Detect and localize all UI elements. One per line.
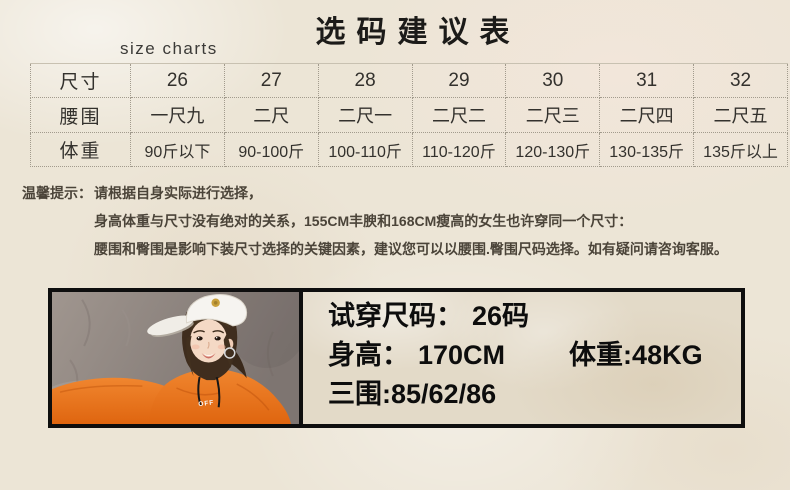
tips-line: 腰围和臀围是影响下装尺寸选择的关键因素，建议您可以以腰围.臀围尺码选择。如有疑问… (94, 241, 728, 257)
size-cell: 27 (223, 63, 319, 98)
waist-cell: 二尺 (223, 97, 319, 133)
measurements-label: 三围: (328, 379, 391, 409)
hoodie-print-text: OFF (198, 399, 215, 408)
weight-cell: 120-130斤 (505, 132, 601, 167)
hoodie-sleeve (52, 377, 181, 424)
table-row-waist: 腰围 一尺九 二尺 二尺一 二尺二 二尺三 二尺四 二尺五 (30, 97, 788, 133)
waist-cell: 一尺九 (130, 97, 225, 133)
height-weight-line: 身高： 170CM 体重: 48KG (328, 336, 741, 375)
weight-label: 体重: (569, 340, 633, 370)
weight-cell: 90-100斤 (223, 132, 319, 167)
weight-cell: 100-110斤 (317, 132, 413, 167)
size-cell: 30 (505, 63, 601, 98)
tips-line: 请根据自身实际进行选择， (94, 185, 262, 201)
tips-line: 身高体重与尺寸没有绝对的关系，155CM丰腴和168CM瘦高的女生也许穿同一个尺… (94, 213, 633, 229)
size-cell: 29 (411, 63, 507, 98)
weight-cell: 110-120斤 (411, 132, 507, 167)
cap-crown (185, 293, 248, 327)
model-illustration: OFF (52, 292, 299, 424)
cap-brim (147, 315, 194, 336)
tips-section: 温馨提示： 请根据自身实际进行选择， 身高体重与尺寸没有绝对的关系，155CM丰… (22, 179, 778, 263)
row-label-size: 尺寸 (30, 63, 131, 98)
row-label-waist: 腰围 (30, 97, 131, 133)
fit-size-value: 26码 (472, 301, 530, 331)
waist-cell: 二尺二 (411, 97, 507, 133)
earring (223, 347, 236, 359)
size-cell: 28 (317, 63, 413, 98)
model-photo: OFF (52, 292, 303, 424)
waist-cell: 二尺三 (505, 97, 601, 133)
size-cell: 26 (130, 63, 225, 98)
tips-lines: 请根据自身实际进行选择， 身高体重与尺寸没有绝对的关系，155CM丰腴和168C… (94, 179, 728, 263)
table-row-weight: 体重 90斤以下 90-100斤 100-110斤 110-120斤 120-1… (30, 132, 788, 167)
weight-cell: 135斤以上 (693, 132, 788, 167)
model-fit-info: 试穿尺码： 26码 身高： 170CM 体重: 48KG 三围: 85/62/8… (303, 292, 741, 424)
hoodie-drawstring (215, 376, 221, 408)
waist-cell: 二尺五 (693, 97, 788, 133)
size-table: 尺寸 26 27 28 29 30 31 32 腰围 一尺九 二尺 二尺一 二尺… (30, 63, 788, 167)
height-value: 170CM (418, 340, 506, 370)
fit-size-line: 试穿尺码： 26码 (328, 297, 741, 336)
row-label-weight: 体重 (30, 132, 131, 167)
weight-cell: 130-135斤 (599, 132, 695, 167)
measurements-value: 85/62/86 (391, 379, 497, 409)
tips-label: 温馨提示： (22, 185, 92, 201)
weight-value: 48KG (632, 340, 703, 370)
page-title: 选码建议表 (315, 16, 521, 49)
table-row-size: 尺寸 26 27 28 29 30 31 32 (30, 63, 788, 98)
height-label: 身高： (328, 340, 409, 370)
waist-cell: 二尺四 (599, 97, 695, 133)
size-cell: 32 (693, 63, 788, 98)
mouth (201, 352, 216, 359)
measurements-line: 三围: 85/62/86 (328, 375, 741, 414)
weight-cell: 90斤以下 (130, 132, 225, 167)
hoodie-drawstring (197, 376, 202, 406)
fit-size-label: 试穿尺码： (328, 301, 463, 331)
model-fit-card: OFF 试穿尺码： 26码 身高： 170CM 体重: 48KG 三围: 85/… (48, 288, 745, 428)
face (190, 319, 228, 363)
page-subtitle: size charts (120, 39, 218, 58)
size-cell: 31 (599, 63, 695, 98)
waist-cell: 二尺一 (317, 97, 413, 133)
